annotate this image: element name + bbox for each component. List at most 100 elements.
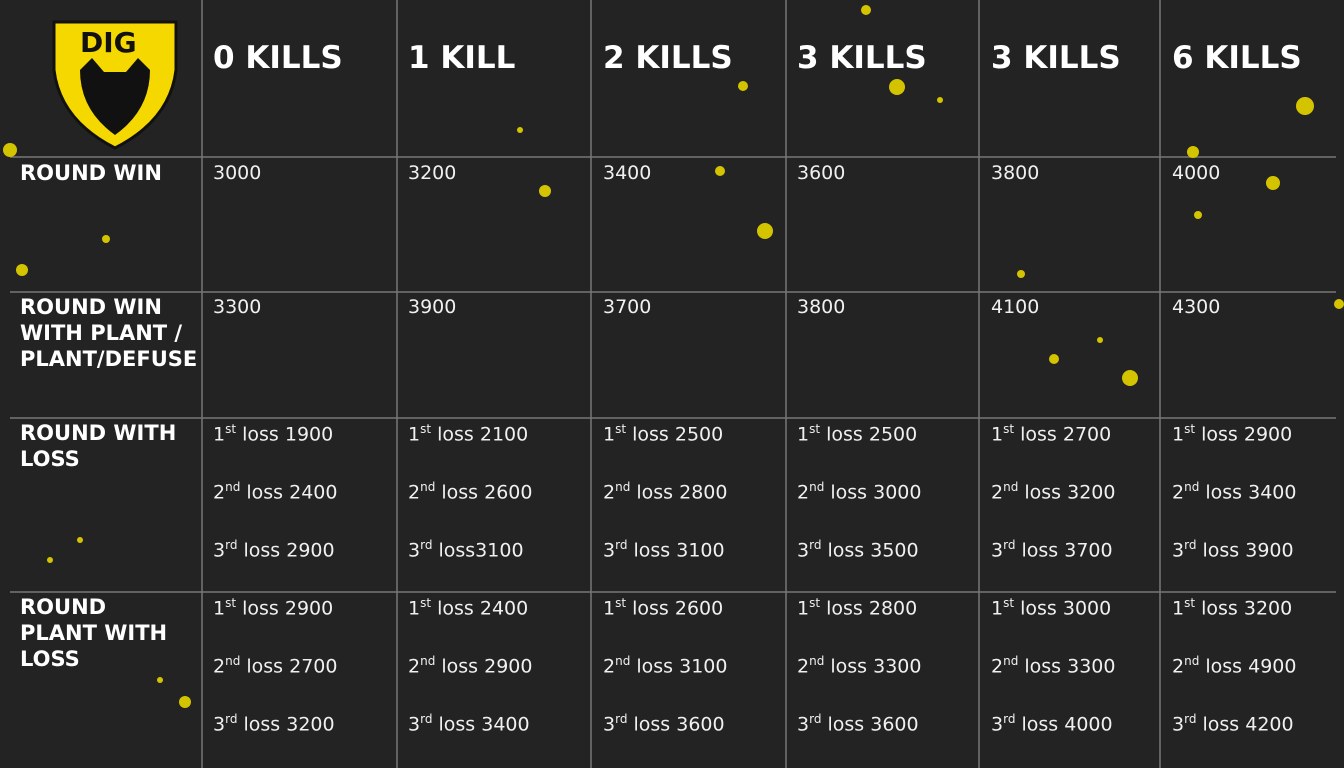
cell-line: 2nd loss 3300 xyxy=(991,654,1115,677)
ordinal: 1 xyxy=(603,423,616,446)
row-label: ROUND PLANT WITH LOSS xyxy=(20,594,167,672)
ordinal-suffix: st xyxy=(615,596,627,610)
ordinal: 1 xyxy=(603,597,616,620)
loss-value: loss 2900 xyxy=(1201,423,1293,446)
ordinal: 2 xyxy=(1172,655,1185,678)
cell-line: 3rd loss 3100 xyxy=(603,538,725,561)
cell-line: 3rd loss 3700 xyxy=(991,538,1113,561)
ordinal-suffix: nd xyxy=(1184,654,1200,668)
ordinal: 3 xyxy=(408,539,421,562)
column-header: 2 KILLS xyxy=(603,40,733,76)
ordinal: 3 xyxy=(603,713,616,736)
ordinal-suffix: rd xyxy=(420,538,433,552)
row-label-line: WITH PLANT / xyxy=(20,321,183,345)
cell-value: 4100 xyxy=(991,296,1040,318)
cell-line: 1st loss 2800 xyxy=(797,596,917,619)
cell-line: 2nd loss 3400 xyxy=(1172,480,1296,503)
loss-value: loss 2400 xyxy=(437,597,529,620)
cell-line: 2nd loss 2800 xyxy=(603,480,727,503)
cell-line: 2nd loss 3200 xyxy=(991,480,1115,503)
ordinal: 2 xyxy=(213,481,226,504)
loss-value: loss 2700 xyxy=(246,655,338,678)
cell-line: 1st loss 1900 xyxy=(213,422,333,445)
ordinal-suffix: rd xyxy=(225,538,238,552)
cell-value: 3400 xyxy=(603,162,652,184)
loss-value: loss 4900 xyxy=(1205,655,1297,678)
loss-value: loss 1900 xyxy=(242,423,334,446)
ordinal: 1 xyxy=(1172,597,1185,620)
ordinal: 1 xyxy=(1172,423,1185,446)
column-header: 1 KILL xyxy=(408,40,516,76)
row-label-line: ROUND xyxy=(20,595,107,619)
ordinal-suffix: rd xyxy=(1184,712,1197,726)
ordinal-suffix: st xyxy=(1003,596,1015,610)
cell-line: 1st loss 2900 xyxy=(1172,422,1292,445)
row-label-line: PLANT WITH xyxy=(20,621,168,645)
row-label: ROUND WIN xyxy=(20,160,162,186)
cell-value: 3200 xyxy=(408,162,457,184)
ordinal-suffix: nd xyxy=(1184,480,1200,494)
cell-line: 1st loss 2100 xyxy=(408,422,528,445)
ordinal-suffix: nd xyxy=(1003,654,1019,668)
column-header: 3 KILLS xyxy=(797,40,927,76)
loss-value: loss 3400 xyxy=(438,713,530,736)
row-label: ROUND WIN WITH PLANT / PLANT/DEFUSE xyxy=(20,294,197,372)
cell-value: 3900 xyxy=(408,296,457,318)
ordinal-suffix: rd xyxy=(225,712,238,726)
ordinal: 1 xyxy=(797,597,810,620)
loss-value: loss 2600 xyxy=(441,481,533,504)
ordinal-suffix: rd xyxy=(615,538,628,552)
ordinal-suffix: rd xyxy=(615,712,628,726)
cell-line: 1st loss 2500 xyxy=(797,422,917,445)
cell-value: 3000 xyxy=(213,162,262,184)
cell-line: 2nd loss 3300 xyxy=(797,654,921,677)
cell-value: 4000 xyxy=(1172,162,1221,184)
cell-line: 1st loss 2400 xyxy=(408,596,528,619)
ordinal: 3 xyxy=(213,713,226,736)
row-label-line: LOSS xyxy=(20,647,80,671)
loss-value: loss 3300 xyxy=(1024,655,1116,678)
loss-value: loss 3300 xyxy=(830,655,922,678)
cell-line: 3rd loss 3600 xyxy=(797,712,919,735)
loss-value: loss 4000 xyxy=(1021,713,1113,736)
ordinal-suffix: st xyxy=(1184,422,1196,436)
ordinal-suffix: st xyxy=(225,422,237,436)
loss-value: loss 3700 xyxy=(1021,539,1113,562)
ordinal-suffix: st xyxy=(225,596,237,610)
cell-line: 1st loss 2600 xyxy=(603,596,723,619)
ordinal-suffix: rd xyxy=(809,712,822,726)
ordinal: 2 xyxy=(213,655,226,678)
loss-value: loss 3100 xyxy=(636,655,728,678)
loss-value: loss 2900 xyxy=(441,655,533,678)
ordinal: 1 xyxy=(408,597,421,620)
cell-line: 1st loss 3200 xyxy=(1172,596,1292,619)
cell-value: 3600 xyxy=(797,162,846,184)
loss-value: loss 3600 xyxy=(633,713,725,736)
row-label: ROUND WITH LOSS xyxy=(20,420,176,472)
ordinal: 1 xyxy=(408,423,421,446)
ordinal: 3 xyxy=(408,713,421,736)
loss-value: loss 2900 xyxy=(242,597,334,620)
ordinal: 3 xyxy=(991,539,1004,562)
loss-value: loss 2700 xyxy=(1020,423,1112,446)
cell-line: 3rd loss 3500 xyxy=(797,538,919,561)
ordinal-suffix: rd xyxy=(420,712,433,726)
ordinal: 1 xyxy=(213,597,226,620)
cell-line: 2nd loss 4900 xyxy=(1172,654,1296,677)
ordinal-suffix: st xyxy=(1003,422,1015,436)
ordinal: 3 xyxy=(1172,539,1185,562)
cell-line: 2nd loss 2600 xyxy=(408,480,532,503)
loss-value: loss 2800 xyxy=(636,481,728,504)
ordinal-suffix: st xyxy=(1184,596,1196,610)
ordinal: 3 xyxy=(603,539,616,562)
ordinal-suffix: rd xyxy=(1003,712,1016,726)
ordinal-suffix: rd xyxy=(1003,538,1016,552)
cell-line: 3rd loss 2900 xyxy=(213,538,335,561)
ordinal: 2 xyxy=(797,655,810,678)
ordinal: 2 xyxy=(603,481,616,504)
cell-line: 3rd loss 3900 xyxy=(1172,538,1294,561)
loss-value: loss 3200 xyxy=(243,713,335,736)
loss-value: loss 2500 xyxy=(826,423,918,446)
cell-line: 2nd loss 3100 xyxy=(603,654,727,677)
